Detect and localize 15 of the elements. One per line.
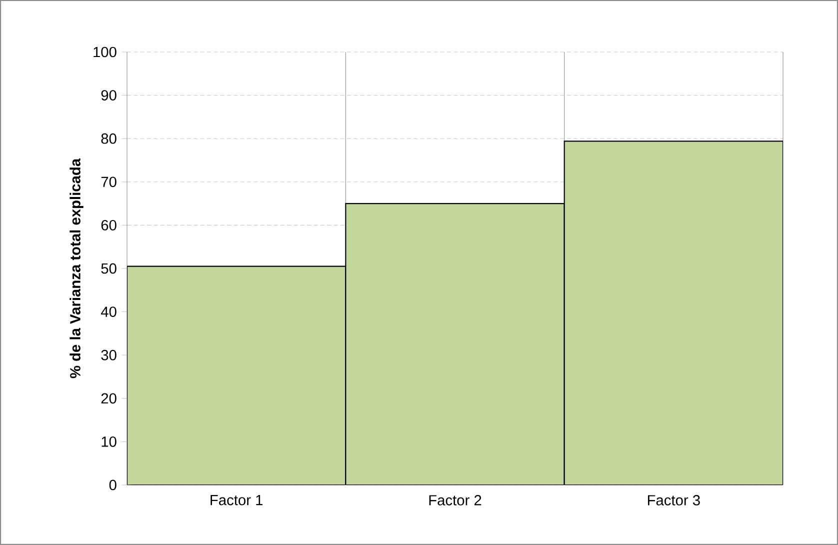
y-tick-label: 20 (101, 393, 116, 404)
y-axis-title: % de la Varianza total explicada (70, 158, 84, 378)
y-tick-label: 80 (101, 133, 116, 144)
y-tick-label: 60 (101, 220, 116, 230)
x-tick-label: Factor 3 (648, 495, 700, 506)
y-tick-label: 70 (101, 176, 116, 188)
y-tick-label: 10 (102, 436, 116, 447)
x-tick-label: Factor 1 (210, 495, 263, 506)
y-tick-label: 50 (101, 263, 116, 274)
y-tick-label: 0 (109, 480, 116, 490)
y-tick-label: 30 (101, 350, 116, 360)
y-tick-label: 90 (101, 90, 116, 100)
y-tick-label: 40 (100, 306, 116, 317)
y-tick-label: 100 (94, 46, 116, 58)
x-tick-label: Factor 2 (429, 495, 482, 506)
